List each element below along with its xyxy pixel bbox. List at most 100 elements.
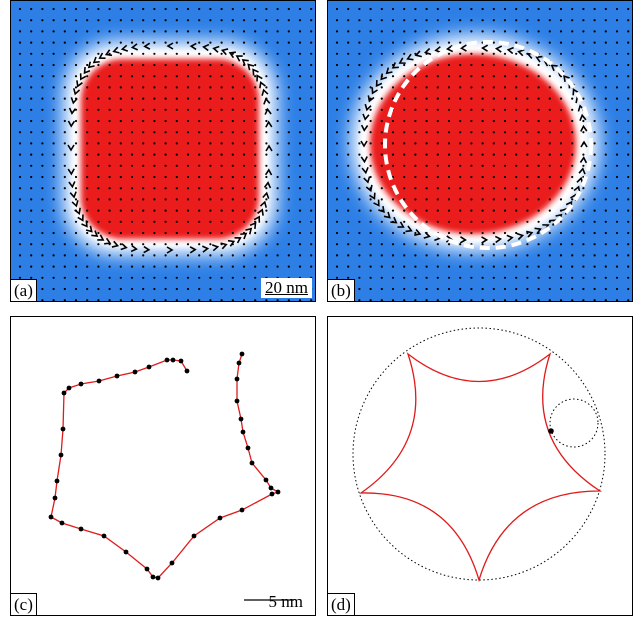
spin-dot bbox=[108, 119, 111, 123]
spin-dot bbox=[593, 265, 596, 268]
spin-dot bbox=[391, 231, 395, 235]
trace-point bbox=[58, 452, 64, 458]
spin-dot bbox=[175, 198, 178, 201]
spin-dot bbox=[604, 108, 607, 111]
spin-dot bbox=[526, 142, 529, 145]
spin-dot bbox=[537, 63, 540, 67]
spin-dot bbox=[142, 231, 145, 235]
spin-dot bbox=[537, 299, 540, 301]
wall-arrow bbox=[228, 51, 236, 59]
spin-dot bbox=[175, 175, 178, 179]
spin-dot bbox=[358, 254, 361, 257]
spin-dot bbox=[175, 254, 178, 257]
spin-dot bbox=[369, 142, 372, 145]
spin-dot bbox=[627, 19, 630, 22]
spin-dot bbox=[391, 41, 395, 44]
spin-dot bbox=[492, 119, 495, 123]
spin-dot bbox=[582, 187, 585, 190]
spin-dot bbox=[287, 86, 290, 89]
spin-dot bbox=[335, 220, 339, 223]
spin-dot bbox=[414, 243, 417, 246]
spin-dot bbox=[231, 63, 234, 67]
spin-dot bbox=[86, 75, 89, 78]
spin-dot bbox=[571, 142, 574, 145]
wall-arrow bbox=[494, 45, 503, 53]
wall-arrow bbox=[364, 103, 372, 112]
spin-dot bbox=[459, 52, 462, 55]
spin-dot bbox=[209, 153, 212, 156]
spin-dot bbox=[18, 231, 22, 235]
spin-dot bbox=[414, 153, 417, 156]
spin-dot bbox=[414, 231, 417, 235]
spin-dot bbox=[142, 209, 145, 212]
spin-dot bbox=[526, 287, 529, 291]
spin-dot bbox=[425, 119, 428, 123]
wall-arrow bbox=[445, 44, 454, 53]
spin-dot bbox=[593, 164, 596, 167]
spin-dot bbox=[537, 209, 540, 212]
spin-dot bbox=[18, 209, 22, 212]
wall-arrow bbox=[375, 79, 383, 88]
spin-dot bbox=[559, 131, 563, 134]
spin-dot bbox=[615, 254, 619, 257]
spin-dot bbox=[52, 142, 55, 145]
trace-point bbox=[191, 533, 197, 539]
panel-c: (c) 5 nm bbox=[10, 316, 316, 616]
spin-dot bbox=[369, 220, 372, 223]
trace-point bbox=[132, 369, 138, 375]
spin-dot bbox=[347, 7, 350, 11]
spin-dot bbox=[86, 30, 89, 33]
spin-dot bbox=[30, 243, 33, 246]
spin-dot bbox=[254, 131, 257, 134]
spin-dot bbox=[335, 243, 339, 246]
spin-dot bbox=[30, 265, 33, 268]
spin-dot bbox=[265, 231, 268, 235]
wall-arrow bbox=[265, 120, 273, 128]
spin-dot bbox=[30, 41, 33, 44]
spin-dot bbox=[459, 164, 462, 167]
spin-dot bbox=[254, 75, 257, 78]
spin-dot bbox=[220, 52, 223, 55]
spin-dot bbox=[276, 164, 279, 167]
spin-dot bbox=[358, 7, 361, 11]
spin-dot bbox=[414, 7, 417, 11]
trace-point bbox=[245, 445, 251, 451]
spin-dot bbox=[119, 119, 122, 123]
spin-dot bbox=[447, 265, 451, 268]
spin-dot bbox=[358, 41, 361, 44]
spin-dot bbox=[209, 119, 212, 123]
spin-dot bbox=[414, 220, 417, 223]
spin-dot bbox=[242, 287, 246, 291]
trace-point bbox=[155, 575, 161, 581]
wall-arrow bbox=[423, 47, 432, 56]
spin-dot bbox=[119, 153, 122, 156]
spin-dot bbox=[593, 19, 596, 22]
wall-arrow bbox=[189, 42, 197, 51]
spin-dot bbox=[153, 276, 156, 279]
wall-arrow bbox=[235, 55, 243, 62]
spin-dot bbox=[287, 63, 290, 67]
spin-dot bbox=[220, 209, 223, 212]
spin-dot bbox=[74, 265, 78, 268]
spin-dot bbox=[18, 52, 22, 55]
spin-dot bbox=[380, 131, 383, 134]
spin-dot bbox=[231, 131, 234, 134]
spin-dot bbox=[481, 175, 484, 179]
spin-dot bbox=[142, 287, 145, 291]
spin-dot bbox=[459, 119, 462, 123]
spin-dot bbox=[287, 52, 290, 55]
spin-dot bbox=[615, 276, 619, 279]
spin-dot bbox=[41, 265, 44, 268]
spin-dot bbox=[119, 220, 122, 223]
spin-dot bbox=[231, 231, 234, 235]
spin-dot bbox=[153, 198, 156, 201]
spin-dot bbox=[503, 187, 507, 190]
spin-dot bbox=[30, 131, 33, 134]
spin-dot bbox=[481, 276, 484, 279]
spin-dot bbox=[74, 187, 78, 190]
spin-dot bbox=[298, 119, 302, 123]
spin-dot bbox=[30, 63, 33, 67]
spin-dot bbox=[287, 243, 290, 246]
spin-dot bbox=[335, 63, 339, 67]
spin-dot bbox=[298, 175, 302, 179]
